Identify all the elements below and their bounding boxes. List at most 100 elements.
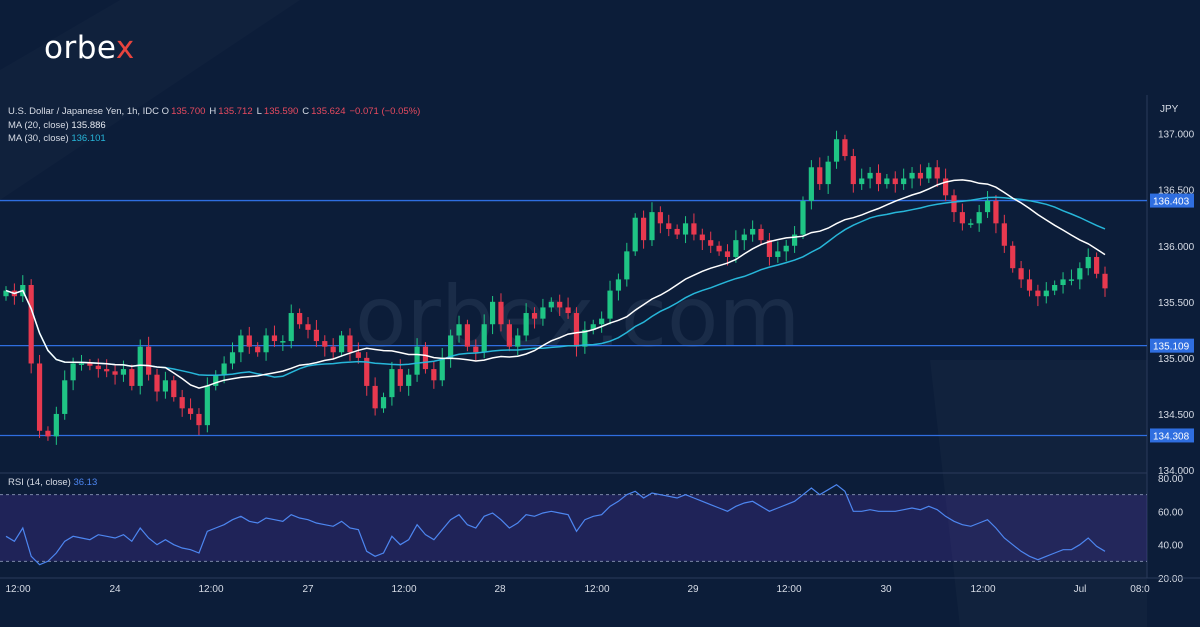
candle-body: [506, 324, 512, 347]
rsi-tick-label: 40.00: [1158, 541, 1183, 552]
ma20-value: 135.886: [71, 120, 106, 131]
candle: [414, 338, 420, 382]
candle: [657, 206, 663, 234]
candle-body: [70, 363, 76, 381]
candle: [791, 226, 798, 253]
ohlc-key: O: [161, 106, 170, 117]
candle-body: [137, 346, 143, 386]
candle: [582, 321, 588, 354]
candle: [137, 339, 143, 395]
ohlc-key: C: [302, 106, 310, 117]
candle-body: [473, 346, 479, 353]
candle-body: [599, 318, 605, 325]
ohlc-key: H: [209, 106, 217, 117]
candle: [531, 307, 538, 329]
candle-body: [632, 217, 638, 252]
candle: [322, 335, 328, 357]
level-label: 136.403: [1153, 197, 1190, 208]
candle-body: [288, 313, 294, 342]
candle-body: [246, 335, 252, 347]
candle: [724, 244, 731, 266]
candle-body: [1068, 279, 1075, 281]
candle: [951, 189, 957, 222]
ma30-legend[interactable]: MA (30, close) 136.101: [8, 133, 106, 144]
candle-body: [204, 385, 210, 426]
candle: [246, 326, 252, 354]
candle-body: [741, 234, 747, 241]
candle-body: [53, 413, 59, 437]
candle-body: [448, 335, 454, 358]
rsi-tick-label: 60.00: [1158, 507, 1183, 518]
candle-body: [406, 374, 412, 386]
candle: [255, 342, 261, 357]
candle: [750, 220, 756, 242]
symbol-name: U.S. Dollar / Japanese Yen, 1h, IDC: [8, 106, 160, 117]
candle-body: [414, 346, 420, 375]
candle-body: [380, 397, 387, 409]
time-tick-label: 12:00: [970, 584, 995, 595]
currency-label: JPY: [1160, 104, 1179, 115]
ma20-legend[interactable]: MA (20, close) 135.886: [8, 120, 106, 131]
candle-body: [926, 167, 932, 179]
candle-body: [984, 200, 991, 213]
candle-body: [229, 352, 236, 364]
candle-body: [708, 240, 714, 246]
candle-body: [187, 408, 194, 414]
candle: [1035, 284, 1041, 307]
candle-body: [901, 178, 907, 185]
ohlc-value: 135.624: [311, 106, 346, 117]
time-tick-label: 30: [880, 584, 892, 595]
candle: [573, 307, 580, 357]
candle-body: [1043, 290, 1049, 297]
candle-body: [112, 371, 118, 375]
candle-body: [1001, 223, 1007, 246]
candle: [221, 356, 227, 384]
candle-body: [783, 245, 789, 252]
time-tick-label: 29: [687, 584, 699, 595]
candle: [422, 342, 429, 374]
candle-body: [171, 380, 177, 398]
candle-body: [993, 200, 999, 224]
candle: [884, 174, 890, 189]
price-tick-label: 135.500: [1158, 298, 1195, 309]
candle: [682, 216, 689, 244]
candle: [817, 157, 823, 190]
candle: [297, 308, 303, 329]
rsi-label: RSI (14, close): [8, 477, 71, 488]
candle: [515, 328, 521, 356]
ohlc-values: O 135.700 H 135.712 L 135.590 C 135.624 −0.071 (…: [162, 106, 425, 117]
candle-body: [196, 413, 202, 426]
candle-body: [36, 363, 43, 431]
ohlc-value: −0.071 (−0.05%): [349, 106, 421, 117]
candle-body: [464, 324, 471, 347]
candle-body: [808, 167, 814, 201]
candle: [917, 164, 924, 186]
level-label: 135.109: [1153, 342, 1190, 353]
candle-body: [959, 212, 965, 224]
candle-body: [557, 301, 563, 308]
candle-body: [615, 279, 622, 291]
candle: [481, 314, 487, 359]
candle-body: [297, 313, 303, 325]
candle: [506, 319, 512, 352]
time-tick-label: 08:0: [1130, 584, 1150, 595]
candle-body: [968, 223, 974, 225]
candle: [766, 232, 773, 266]
ohlc-value: 135.700: [171, 106, 206, 117]
candle-body: [481, 324, 487, 353]
candle-body: [1094, 256, 1100, 274]
candle: [691, 213, 697, 241]
candle: [649, 202, 655, 246]
candle: [699, 228, 705, 251]
candle-body: [657, 212, 663, 224]
candle: [733, 230, 739, 263]
candle: [783, 239, 789, 262]
candle-body: [682, 223, 689, 235]
candle: [968, 218, 974, 228]
candle-body: [45, 430, 51, 437]
rsi-legend[interactable]: RSI (14, close) 36.13: [8, 477, 97, 488]
bg-shape: [930, 360, 1147, 627]
candle: [431, 361, 437, 389]
